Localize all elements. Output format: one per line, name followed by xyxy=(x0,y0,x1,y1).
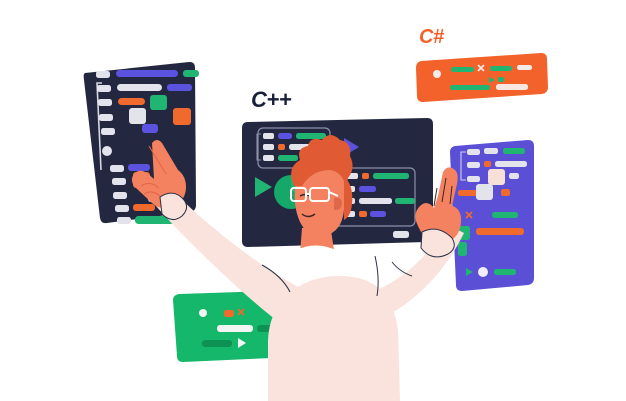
figure-hair-back xyxy=(344,176,353,220)
figure-left-hand xyxy=(131,140,186,209)
close-x-icon-purple[interactable] xyxy=(465,211,473,219)
figure-sweater-lines xyxy=(261,255,413,297)
play-triangle-icon-orange[interactable] xyxy=(489,77,495,83)
green-panel-dot-icon xyxy=(199,309,207,317)
label-cpp: C++ xyxy=(251,87,292,112)
play-triangle-green-icon[interactable] xyxy=(255,177,272,197)
purple-code-panel[interactable] xyxy=(450,140,534,291)
close-x-icon-green[interactable] xyxy=(237,308,245,316)
figure-left-cuff xyxy=(159,192,188,220)
center-panel-footer-tag xyxy=(393,231,409,238)
orange-panel-dot-icon xyxy=(433,70,441,78)
close-x-icon-orange[interactable] xyxy=(477,64,485,72)
figure-collar xyxy=(296,245,340,264)
play-triangle-icon-purple[interactable] xyxy=(466,268,473,276)
figure-right-cuff xyxy=(420,228,455,258)
play-triangle-icon-green[interactable] xyxy=(238,338,246,348)
green-code-panel[interactable] xyxy=(173,291,278,362)
figure-hair xyxy=(291,135,353,190)
label-csharp: C# xyxy=(419,26,444,48)
left-panel-code-rows xyxy=(96,70,199,224)
figure-ear xyxy=(334,197,342,211)
purple-panel-dot-icon xyxy=(478,267,488,277)
csharp-code-panel[interactable] xyxy=(416,53,548,102)
purple-panel-indent-rail xyxy=(460,151,466,181)
eyeglasses-icon xyxy=(290,187,339,202)
figure-left-arm xyxy=(156,190,302,325)
figure-right-hand xyxy=(415,167,462,246)
programmer-figure xyxy=(131,135,464,401)
left-panel-indent-rail xyxy=(96,82,102,171)
figure-mouth xyxy=(301,213,316,218)
